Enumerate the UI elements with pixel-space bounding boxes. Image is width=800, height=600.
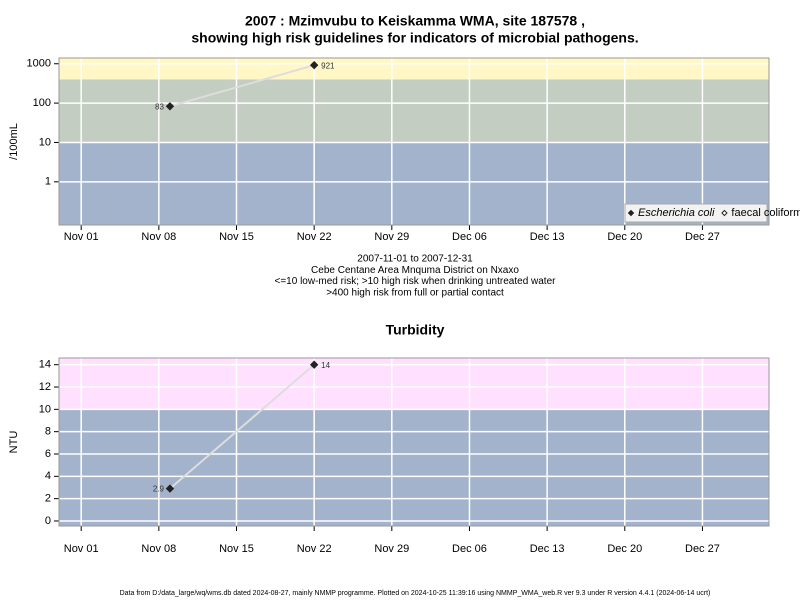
data-label: 921 (321, 61, 335, 70)
data-point (165, 484, 175, 493)
risk-band (59, 358, 769, 410)
y-axis-label: NTU (8, 431, 20, 454)
data-label: 2.9 (153, 485, 165, 494)
y-tick-label: 14 (39, 359, 51, 371)
data-point (309, 360, 319, 369)
risk-band (59, 58, 769, 80)
legend-label: faecal coliforms (731, 207, 800, 219)
y-tick-label: 1000 (27, 58, 51, 70)
x-tick-label: Dec 20 (607, 543, 642, 555)
series-line (169, 64, 315, 108)
subtitle: <=10 low-med risk; >10 high risk when dr… (275, 276, 557, 287)
y-tick-label: 12 (39, 381, 51, 393)
y-axis-label: /100mL (8, 123, 20, 160)
legend-label: Escherichia coli (638, 207, 715, 219)
x-tick-label: Nov 29 (374, 231, 409, 243)
y-tick-label: 0 (45, 515, 51, 527)
x-tick-label: Nov 01 (64, 543, 99, 555)
x-tick-label: Dec 13 (530, 231, 565, 243)
x-tick-label: Nov 22 (297, 543, 332, 555)
x-tick-label: Nov 01 (64, 231, 99, 243)
x-tick-label: Nov 29 (374, 543, 409, 555)
x-tick-label: Dec 20 (607, 231, 642, 243)
data-label: 14 (321, 361, 330, 370)
x-tick-label: Nov 22 (297, 231, 332, 243)
y-tick-label: 1 (45, 176, 51, 188)
x-tick-label: Dec 13 (530, 543, 565, 555)
x-tick-label: Nov 15 (219, 231, 254, 243)
chart-title: Turbidity (386, 322, 445, 338)
y-tick-label: 8 (45, 426, 51, 438)
subtitle: >400 high risk from full or partial cont… (326, 288, 504, 299)
x-tick-label: Nov 08 (141, 543, 176, 555)
risk-band (59, 79, 769, 143)
legend-marker (721, 209, 728, 217)
data-point (309, 60, 319, 70)
data-label: 83 (155, 102, 164, 111)
y-tick-label: 6 (45, 448, 51, 460)
legend: Escherichia coli faecal coliforms (624, 203, 800, 223)
chart-title: 2007 : Mzimvubu to Keiskamma WMA, site 1… (245, 13, 585, 29)
footer: Data from D:/data_large/wq/wms.db dated … (120, 590, 711, 597)
y-tick-label: 100 (33, 97, 51, 109)
y-tick-label: 10 (39, 403, 51, 415)
risk-band (59, 409, 769, 526)
subtitle: Cebe Centane Area Mnquma District on Nxa… (311, 265, 519, 276)
x-tick-label: Dec 27 (685, 543, 720, 555)
data-point (165, 102, 175, 111)
series-line (169, 363, 315, 490)
x-tick-label: Nov 08 (141, 231, 176, 243)
x-tick-label: Dec 06 (452, 543, 487, 555)
x-tick-label: Dec 06 (452, 231, 487, 243)
plot-border (58, 357, 770, 527)
y-tick-label: 2 (45, 493, 51, 505)
chart-title: showing high risk guidelines for indicat… (191, 30, 638, 46)
legend-box (624, 203, 768, 223)
plot-border (58, 57, 770, 226)
x-tick-label: Dec 27 (685, 231, 720, 243)
y-tick-label: 10 (39, 136, 51, 148)
x-tick-label: Nov 15 (219, 543, 254, 555)
legend-marker (627, 209, 635, 217)
y-tick-label: 4 (45, 470, 51, 482)
subtitle: 2007-11-01 to 2007-12-31 (357, 254, 473, 265)
